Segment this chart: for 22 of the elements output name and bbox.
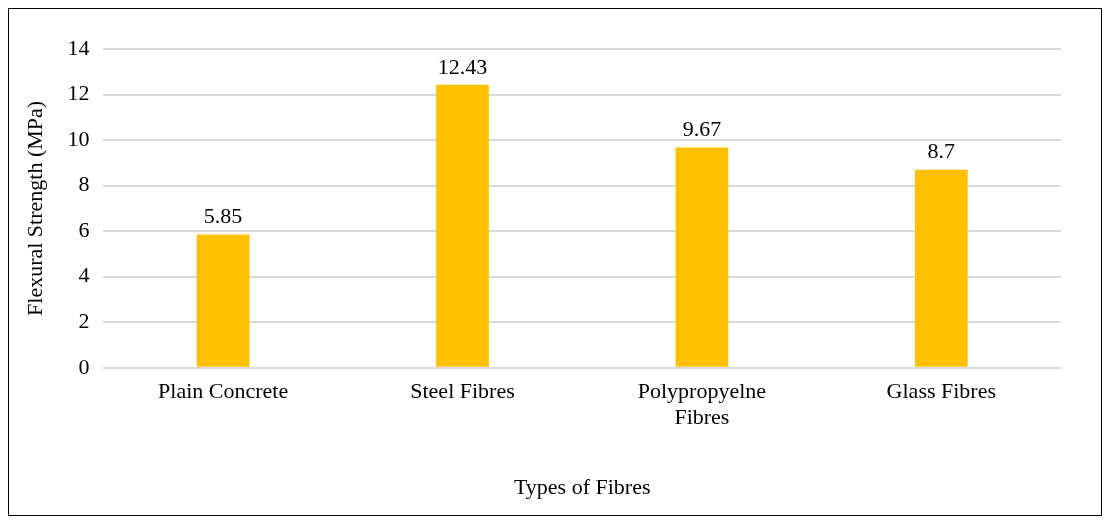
- data-label: 9.67: [682, 116, 722, 142]
- y-tick-label: 12: [67, 80, 90, 106]
- bar: [914, 169, 968, 367]
- x-tick-label: Plain Concrete: [158, 377, 289, 403]
- y-tick-label: 6: [78, 216, 90, 242]
- bar: [675, 147, 729, 367]
- y-axis-title: Flexural Strength (MPa): [21, 100, 47, 316]
- y-tick-label: 14: [67, 34, 90, 60]
- x-tick-label: Polypropyelne Fibres: [637, 377, 767, 430]
- bar: [196, 234, 250, 367]
- data-label: 5.85: [203, 203, 243, 229]
- bar: [436, 84, 489, 367]
- y-tick-label: 2: [78, 308, 90, 334]
- x-tick-label: Steel Fibres: [410, 377, 515, 403]
- y-tick-label: 10: [67, 125, 90, 151]
- x-tick-label: Glass Fibres: [886, 377, 996, 403]
- y-tick-label: 4: [78, 262, 90, 288]
- data-label: 8.7: [927, 138, 956, 164]
- x-axis-title: Types of Fibres: [513, 473, 651, 499]
- data-label: 12.43: [437, 53, 488, 79]
- y-tick-label: 8: [78, 171, 90, 197]
- y-tick-label: 0: [78, 353, 90, 379]
